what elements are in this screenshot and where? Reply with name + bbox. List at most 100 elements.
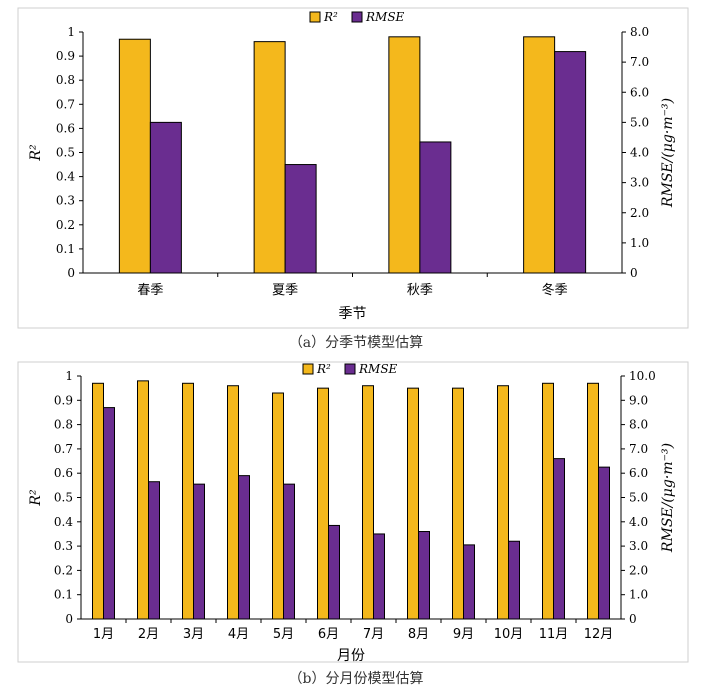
bar-rmse — [238, 475, 250, 620]
legend-label-r2: R² — [323, 10, 338, 24]
chart-frame — [17, 7, 689, 329]
bar-rmse — [554, 51, 587, 274]
left-tick-label: 0.1 — [56, 242, 75, 256]
right-tick-label: 6.0 — [629, 466, 648, 480]
x-tick-label: 12月 — [584, 627, 614, 642]
chart-panel-monthly: 0 0.1 0.2 0.3 0.4 0.5 0.6 0.7 0.8 0.9 1 0 1.0 2.0 3.0 4… — [0, 356, 712, 694]
x-tick-label: 10月 — [494, 627, 524, 642]
right-tick-label: 2.0 — [629, 563, 648, 577]
left-tick-label: 0.9 — [54, 393, 73, 407]
monthly-chart: 0 0.1 0.2 0.3 0.4 0.5 0.6 0.7 0.8 0.9 1 0 1.0 2.0 3.0 4… — [17, 361, 689, 664]
bar-rmse — [284, 164, 317, 274]
bar-r2 — [317, 387, 329, 620]
bar-r2 — [452, 387, 464, 620]
right-axis-label: RMSE/(μg·m⁻³) — [660, 443, 676, 553]
left-tick-label: 0.7 — [54, 442, 73, 456]
bar-rmse — [419, 141, 452, 274]
right-tick-label: 4.0 — [630, 146, 649, 160]
right-tick-label: 5.0 — [629, 491, 648, 505]
bar-r2 — [92, 382, 104, 620]
left-axis-label: R² — [28, 489, 44, 507]
right-axis-label: RMSE/(μg·m⁻³) — [660, 98, 676, 208]
left-tick-label: 0.8 — [56, 73, 75, 87]
x-tick-label: 9月 — [453, 627, 474, 642]
left-tick-label: 0.6 — [56, 121, 75, 135]
bar-r2 — [587, 382, 599, 620]
right-tick-label: 9.0 — [629, 393, 648, 407]
bar-rmse — [373, 533, 385, 620]
left-tick-label: 0.2 — [56, 218, 75, 232]
left-tick-label: 1 — [67, 25, 75, 39]
bar-rmse — [598, 466, 610, 620]
right-tick-label: 10.0 — [629, 369, 656, 383]
x-tick-label: 夏季 — [272, 283, 298, 298]
bar-rmse — [328, 524, 340, 620]
bar-rmse — [149, 121, 182, 274]
x-tick-label: 7月 — [363, 627, 384, 642]
legend-label-r2: R² — [316, 362, 331, 376]
left-tick-label: 0.4 — [56, 170, 75, 184]
legend-label-rmse: RMSE — [358, 362, 398, 376]
right-tick-label: 3.0 — [630, 176, 649, 190]
x-axis-label: 月份 — [337, 648, 365, 664]
x-tick-label: 8月 — [408, 627, 429, 642]
bar-rmse — [283, 483, 295, 620]
left-tick-label: 0.5 — [56, 146, 75, 160]
bar-r2 — [497, 385, 509, 620]
bar-rmse — [463, 544, 475, 620]
left-tick-label: 0.5 — [54, 491, 73, 505]
x-axis-label: 季节 — [339, 306, 367, 322]
chart-frame — [17, 361, 689, 663]
bar-r2 — [253, 41, 286, 274]
right-tick-label: 7.0 — [629, 442, 648, 456]
bar-r2 — [272, 392, 284, 620]
x-tick-label: 6月 — [318, 627, 339, 642]
left-tick-label: 0.3 — [54, 539, 73, 553]
chart-caption: （b）分月份模型估算 — [288, 671, 424, 687]
bar-rmse — [553, 458, 565, 620]
right-tick-label: 2.0 — [630, 206, 649, 220]
right-tick-label: 0 — [629, 612, 637, 626]
right-tick-label: 8.0 — [629, 418, 648, 432]
right-tick-label: 0 — [630, 266, 638, 280]
bar-r2 — [388, 36, 421, 274]
bar-rmse — [193, 483, 205, 620]
chart-panel-seasonal: 0 0.1 0.2 0.3 0.4 0.5 0.6 0.7 0.8 0.9 1 0 1.0 2.0 3.0 4… — [17, 7, 689, 351]
x-tick-label: 冬季 — [542, 282, 568, 298]
bar-r2 — [227, 385, 239, 620]
bar-r2 — [542, 382, 554, 620]
left-tick-label: 1 — [65, 369, 73, 383]
bar-r2 — [118, 38, 151, 274]
right-tick-label: 3.0 — [629, 539, 648, 553]
x-tick-label: 4月 — [228, 627, 249, 642]
x-tick-label: 3月 — [183, 627, 204, 642]
legend-swatch-r2 — [309, 11, 321, 23]
x-tick-label: 2月 — [138, 627, 159, 642]
right-tick-label: 1.0 — [629, 588, 648, 602]
bar-r2 — [182, 382, 194, 620]
bar-rmse — [103, 407, 115, 620]
left-tick-label: 0 — [67, 266, 75, 280]
left-tick-label: 0 — [65, 612, 73, 626]
x-tick-label: 1月 — [93, 627, 114, 642]
bar-rmse — [148, 481, 160, 620]
right-tick-label: 1.0 — [630, 236, 649, 250]
left-tick-label: 0.7 — [56, 97, 75, 111]
left-tick-label: 0.2 — [54, 563, 73, 577]
bar-r2 — [523, 36, 556, 274]
right-tick-label: 4.0 — [629, 515, 648, 529]
bar-r2 — [407, 387, 419, 620]
x-tick-label: 5月 — [273, 627, 294, 642]
left-tick-label: 0.6 — [54, 466, 73, 480]
legend-swatch-rmse — [344, 363, 356, 375]
legend-swatch-r2 — [302, 363, 314, 375]
left-tick-label: 0.8 — [54, 418, 73, 432]
right-tick-label: 5.0 — [630, 115, 649, 129]
left-tick-label: 0.4 — [54, 515, 73, 529]
bar-r2 — [137, 380, 149, 620]
right-tick-label: 7.0 — [630, 55, 649, 69]
seasonal-chart: 0 0.1 0.2 0.3 0.4 0.5 0.6 0.7 0.8 0.9 1 0 1.0 2.0 3.0 4… — [17, 7, 689, 329]
right-tick-label: 8.0 — [630, 25, 649, 39]
bar-r2 — [362, 385, 374, 620]
right-tick-label: 6.0 — [630, 85, 649, 99]
